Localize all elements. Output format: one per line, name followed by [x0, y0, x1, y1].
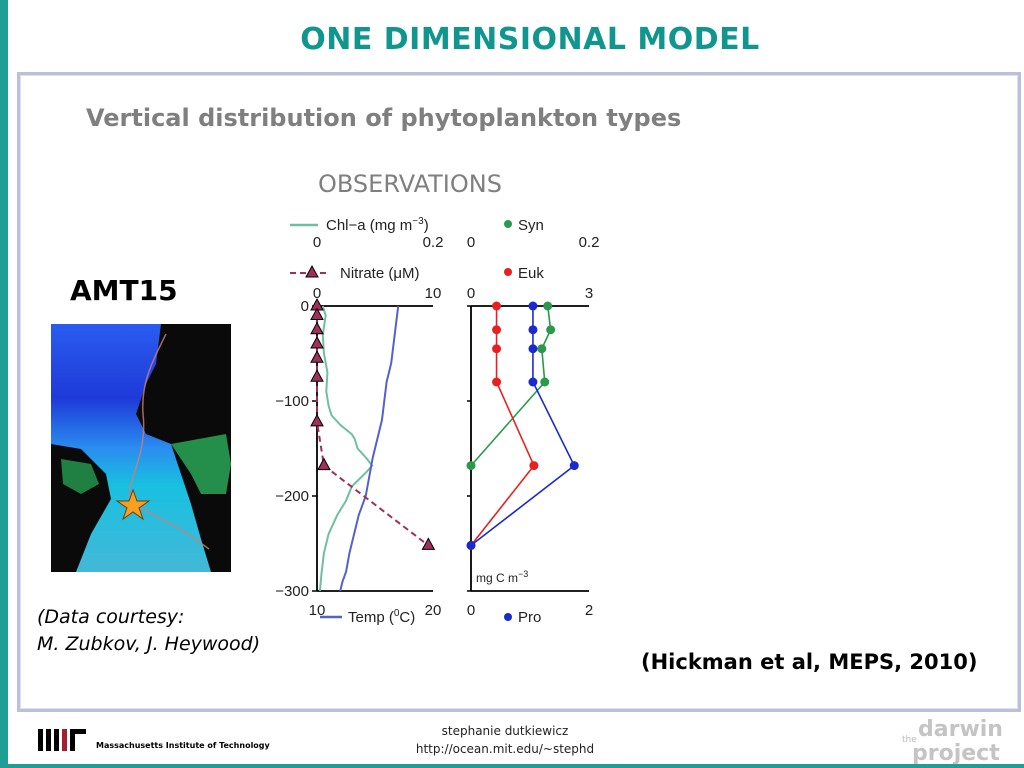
legend-sup: −3 — [412, 216, 424, 227]
euk-point — [492, 377, 502, 387]
y-tick-label: −200 — [275, 488, 309, 505]
euk-point — [492, 301, 502, 311]
units-sup: −3 — [518, 569, 528, 579]
syn-point — [540, 377, 550, 387]
nitrate-point — [317, 457, 331, 471]
syn-point — [466, 461, 476, 471]
pro-tick-label: 2 — [585, 602, 593, 619]
slide-title: ONE DIMENSIONAL MODEL — [300, 22, 760, 57]
pro-point — [528, 344, 538, 354]
y-tick-label: −300 — [275, 583, 309, 600]
syn-legend-label: Syn — [518, 217, 544, 234]
euk-point — [492, 344, 502, 354]
station-star-icon — [115, 488, 151, 521]
pro-legend-marker — [504, 613, 512, 621]
darwin-project-logo-icon: the darwin project — [902, 717, 1003, 766]
units-label: mg C m−3 — [476, 569, 528, 585]
chl-legend-label: Chl−a (mg m−3) — [326, 216, 429, 234]
legend-mu: μ — [393, 265, 402, 282]
euk-legend-label: Euk — [518, 265, 544, 282]
temp-legend-label: Temp (0C) — [348, 608, 415, 626]
courtesy-line-2: M. Zubkov, J. Heywood) — [37, 633, 261, 655]
euk-line — [470, 306, 535, 546]
temp-tick-label: 10 — [309, 602, 326, 619]
syn-point — [537, 344, 547, 354]
nitrate-tick-label: 10 — [425, 285, 442, 302]
nitrate-point — [310, 350, 324, 363]
logo-word-2: project — [912, 741, 1000, 766]
pro-point — [569, 461, 579, 471]
pro-tick-label: 0 — [467, 602, 475, 619]
nitrate-point — [310, 369, 324, 382]
mit-logo-icon — [38, 729, 86, 751]
data-courtesy: (Data courtesy: M. Zubkov, J. Heywood) — [37, 604, 260, 658]
syn-legend-marker — [504, 220, 512, 228]
right-panel: 0 0.2 0 3 0 2 Syn Euk Pro mg C m−3 — [466, 217, 600, 626]
legend-tail: C) — [399, 609, 415, 626]
nitrate-point — [310, 307, 324, 320]
euk-point — [529, 461, 539, 471]
nitrate-point — [421, 537, 436, 550]
observations-heading: OBSERVATIONS — [318, 170, 502, 198]
ocean-color-map — [51, 324, 231, 572]
syn-tick-label: 0.2 — [579, 234, 600, 251]
pro-line — [470, 306, 576, 547]
legend-tail: ) — [424, 217, 429, 234]
content-frame — [17, 72, 1021, 712]
syn-point — [543, 301, 553, 311]
chl-tick-label: 0 — [313, 234, 321, 251]
slide-subtitle: Vertical distribution of phytoplankton t… — [86, 104, 682, 132]
nitrate-line — [316, 306, 429, 547]
pro-point — [528, 377, 538, 387]
pro-point — [528, 325, 538, 335]
courtesy-line-1: (Data courtesy: — [37, 606, 185, 628]
bottom-accent-bar — [0, 764, 1024, 768]
nitrate-point — [310, 321, 324, 335]
left-accent-bar — [0, 0, 8, 768]
nitrate-point — [310, 413, 324, 427]
author-name: stephanie dutkiewicz — [441, 724, 569, 738]
nitrate-point — [310, 335, 324, 349]
euk-point — [492, 325, 502, 335]
nitrate-legend-label: Nitrate (μM) — [340, 265, 420, 282]
nitrate-legend-marker — [305, 264, 319, 278]
legend-tail: M) — [402, 265, 420, 282]
author-url[interactable]: http://ocean.mit.edu/~stephd — [415, 742, 595, 756]
logo-small-text: the — [902, 735, 917, 745]
y-tick-label: −100 — [275, 393, 309, 410]
euk-tick-label: 0 — [467, 285, 475, 302]
footer-credit: stephanie dutkiewicz http://ocean.mit.ed… — [380, 722, 630, 758]
left-panel: 0 −100 −200 −300 0 0.2 0 10 10 20 Chl−a (mg m−3) Ni… — [275, 216, 443, 626]
pro-point — [528, 301, 538, 311]
pro-legend-label: Pro — [518, 609, 541, 626]
map-label: AMT15 — [70, 274, 178, 307]
nitrate-tick-label: 0 — [313, 285, 321, 302]
temp-line — [339, 305, 400, 592]
chl-line — [318, 305, 374, 592]
citation: (Hickman et al, MEPS, 2010) — [641, 650, 978, 674]
legend-sup: 0 — [394, 608, 400, 619]
logo-word-1: darwin — [918, 717, 1003, 742]
syn-tick-label: 0 — [467, 234, 475, 251]
pro-point — [466, 540, 476, 550]
y-tick-label: 0 — [301, 298, 309, 315]
chl-tick-label: 0.2 — [423, 234, 444, 251]
euk-legend-marker — [504, 268, 512, 276]
syn-point — [546, 325, 556, 335]
syn-line — [470, 305, 552, 467]
euk-tick-label: 3 — [585, 285, 593, 302]
mit-name: Massachusetts Institute of Technology — [96, 741, 270, 750]
temp-tick-label: 20 — [425, 602, 442, 619]
